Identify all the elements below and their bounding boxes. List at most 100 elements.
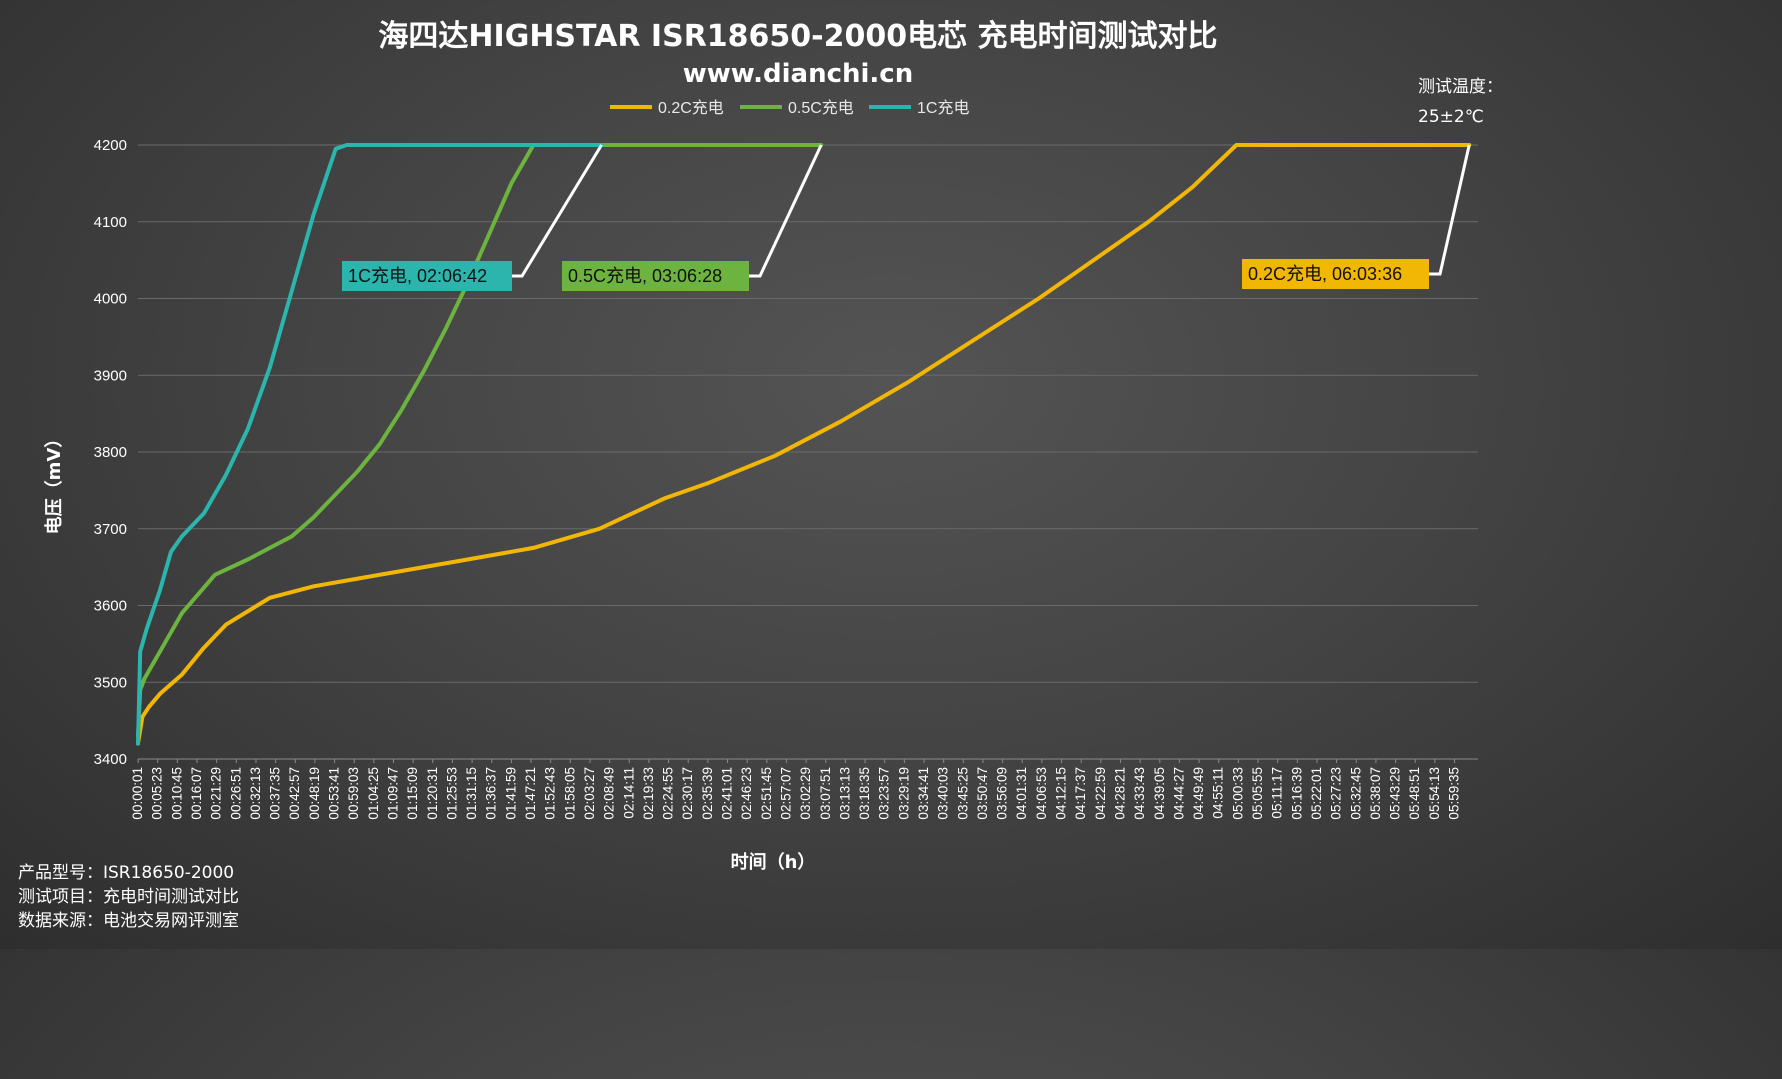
legend-label: 1C充电 bbox=[917, 99, 969, 117]
y-tick-label: 4000 bbox=[94, 291, 127, 308]
x-tick-label: 03:56:09 bbox=[995, 767, 1010, 820]
y-tick-label: 3900 bbox=[94, 367, 127, 384]
y-axis-title: 电压（mV） bbox=[43, 430, 65, 535]
x-axis-ticks: 00:00:01 00:05:23 00:10:45 00:16:07 00:21:29… bbox=[130, 758, 1478, 820]
chart-title: 海四达HIGHSTAR ISR18650-2000电芯 充电时间测试对比 bbox=[378, 19, 1217, 54]
x-tick-label: 05:16:39 bbox=[1289, 767, 1304, 820]
x-tick-label: 02:19:33 bbox=[641, 767, 656, 820]
y-tick-label: 3400 bbox=[94, 751, 127, 768]
temperature-value: 25±2℃ bbox=[1418, 107, 1484, 127]
callout-leader-line bbox=[1429, 144, 1471, 276]
x-tick-label: 05:27:23 bbox=[1329, 767, 1344, 820]
x-tick-label: 00:59:03 bbox=[346, 767, 361, 820]
x-tick-label: 05:11:17 bbox=[1270, 767, 1285, 819]
callout-box bbox=[342, 261, 512, 291]
x-axis-title: 时间（h） bbox=[731, 852, 816, 873]
x-tick-label: 04:44:27 bbox=[1171, 767, 1186, 820]
product-model: 产品型号：ISR18650-2000 bbox=[18, 863, 234, 883]
x-tick-label: 03:07:51 bbox=[818, 767, 833, 820]
x-tick-label: 01:20:31 bbox=[425, 767, 440, 820]
x-tick-label: 00:21:29 bbox=[209, 767, 224, 820]
x-tick-label: 01:58:05 bbox=[562, 767, 577, 820]
x-tick-label: 04:49:49 bbox=[1191, 767, 1206, 820]
data-source: 数据来源：电池交易网评测室 bbox=[18, 911, 239, 931]
x-tick-label: 01:36:37 bbox=[484, 767, 499, 820]
y-tick-label: 3600 bbox=[94, 598, 127, 615]
x-tick-label: 02:03:27 bbox=[582, 767, 597, 820]
x-tick-label: 02:57:07 bbox=[778, 767, 793, 820]
x-tick-label: 03:34:41 bbox=[916, 767, 931, 820]
x-tick-label: 02:30:17 bbox=[680, 767, 695, 820]
gridlines bbox=[138, 144, 1478, 760]
callout-box bbox=[1242, 259, 1429, 289]
x-tick-label: 04:28:21 bbox=[1112, 767, 1127, 820]
x-tick-label: 05:38:07 bbox=[1368, 767, 1383, 820]
x-tick-label: 05:54:13 bbox=[1427, 767, 1442, 820]
x-tick-label: 00:10:45 bbox=[169, 767, 184, 820]
chart-subtitle: www.dianchi.cn bbox=[683, 59, 913, 89]
x-tick-label: 04:22:59 bbox=[1093, 767, 1108, 820]
legend-label: 0.2C充电 bbox=[658, 99, 724, 117]
x-tick-label: 00:16:07 bbox=[189, 767, 204, 820]
x-tick-label: 02:24:55 bbox=[661, 767, 676, 820]
legend-label: 0.5C充电 bbox=[788, 99, 854, 117]
x-tick-label: 04:01:31 bbox=[1014, 767, 1029, 820]
x-tick-label: 02:08:49 bbox=[602, 767, 617, 820]
temperature-label: 测试温度： bbox=[1418, 77, 1503, 97]
charge-time-chart: 海四达HIGHSTAR ISR18650-2000电芯 充电时间测试对比 www… bbox=[18, 19, 1503, 931]
x-tick-label: 01:04:25 bbox=[366, 767, 381, 820]
x-tick-label: 05:22:01 bbox=[1309, 767, 1324, 820]
x-tick-label: 02:51:45 bbox=[759, 767, 774, 820]
x-tick-label: 01:47:21 bbox=[523, 767, 538, 820]
x-tick-label: 03:02:29 bbox=[798, 767, 813, 820]
series-lines bbox=[136, 143, 1472, 746]
callout-label: 1C充电, 02:06:42 bbox=[348, 266, 487, 286]
x-tick-label: 00:05:23 bbox=[150, 767, 165, 820]
x-tick-label: 04:39:05 bbox=[1152, 767, 1167, 820]
series-line-0 bbox=[136, 143, 1472, 746]
y-tick-label: 4200 bbox=[94, 137, 127, 154]
x-tick-label: 00:00:01 bbox=[130, 767, 145, 820]
y-axis-ticks: 3400 3500 3600 3700 3800 3900 4000 4100 4200 bbox=[94, 137, 127, 768]
x-tick-label: 02:41:01 bbox=[720, 767, 735, 820]
x-tick-label: 03:18:35 bbox=[857, 767, 872, 820]
x-tick-label: 03:23:57 bbox=[877, 767, 892, 820]
callout-label: 0.5C充电, 03:06:28 bbox=[568, 266, 722, 286]
callout-leader-line bbox=[749, 144, 823, 278]
callout-leader-line bbox=[512, 144, 603, 278]
x-tick-label: 04:55:11 bbox=[1211, 767, 1226, 819]
x-tick-label: 03:40:03 bbox=[936, 767, 951, 820]
x-tick-label: 01:31:15 bbox=[464, 767, 479, 820]
x-tick-label: 05:59:35 bbox=[1447, 767, 1462, 820]
x-tick-label: 05:05:55 bbox=[1250, 767, 1265, 820]
x-tick-label: 00:32:13 bbox=[248, 767, 263, 820]
x-tick-label: 05:43:29 bbox=[1388, 767, 1403, 820]
x-tick-label: 04:12:15 bbox=[1054, 767, 1069, 820]
x-tick-label: 03:50:47 bbox=[975, 767, 990, 820]
callout-label: 0.2C充电, 06:03:36 bbox=[1248, 264, 1402, 284]
x-tick-label: 03:45:25 bbox=[955, 767, 970, 820]
x-tick-label: 01:15:09 bbox=[405, 767, 420, 820]
x-tick-label: 03:13:13 bbox=[837, 767, 852, 820]
x-tick-label: 04:06:53 bbox=[1034, 767, 1049, 820]
x-tick-label: 05:32:45 bbox=[1348, 767, 1363, 820]
y-tick-label: 4100 bbox=[94, 214, 127, 231]
y-tick-label: 3700 bbox=[94, 521, 127, 538]
x-tick-label: 00:37:35 bbox=[268, 767, 283, 820]
chart-container: 海四达HIGHSTAR ISR18650-2000电芯 充电时间测试对比 www… bbox=[18, 19, 1503, 931]
y-tick-label: 3800 bbox=[94, 444, 127, 461]
x-tick-label: 01:25:53 bbox=[444, 767, 459, 820]
legend: 0.2C充电 0.5C充电 1C充电 bbox=[610, 99, 969, 117]
x-tick-label: 05:00:33 bbox=[1230, 767, 1245, 820]
x-tick-label: 01:41:59 bbox=[503, 767, 518, 820]
x-tick-label: 02:14:11 bbox=[621, 767, 636, 819]
x-tick-label: 00:42:57 bbox=[287, 767, 302, 820]
x-tick-label: 02:35:39 bbox=[700, 767, 715, 820]
x-tick-label: 00:26:51 bbox=[228, 767, 243, 820]
test-item: 测试项目：充电时间测试对比 bbox=[18, 887, 239, 907]
x-tick-label: 02:46:23 bbox=[739, 767, 754, 820]
x-tick-label: 05:48:51 bbox=[1407, 767, 1422, 820]
callouts: 1C充电, 02:06:42 0.5C充电, 03:06:28 0.2C充电, 06… bbox=[342, 144, 1471, 291]
x-tick-label: 04:33:43 bbox=[1132, 767, 1147, 820]
x-tick-label: 00:53:41 bbox=[327, 767, 342, 820]
